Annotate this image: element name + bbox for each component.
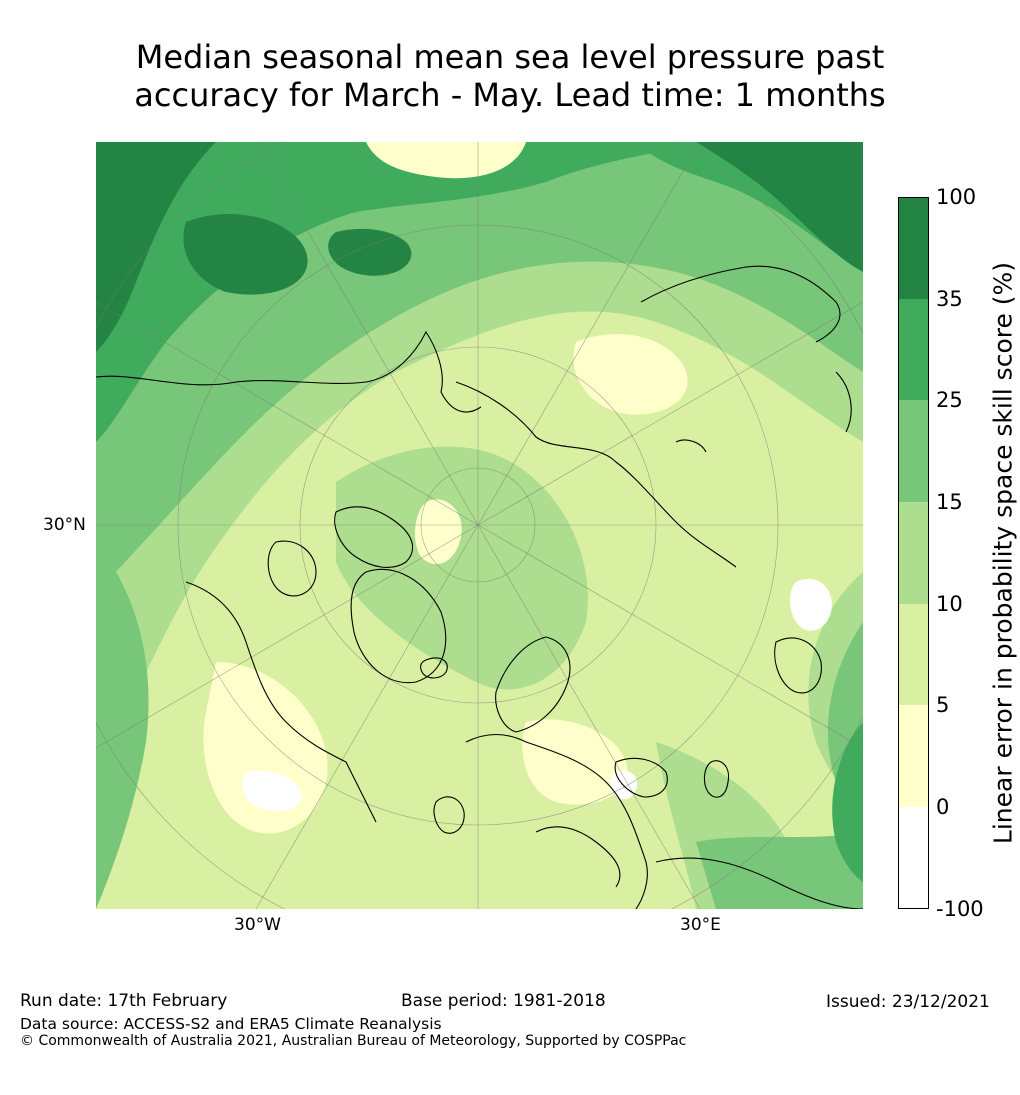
colorbar-tick-100: 100 (936, 185, 977, 209)
skill-region-15-25-west (96, 542, 149, 909)
coastlines (96, 265, 863, 909)
data-source: Data source: ACCESS-S2 and ERA5 Climate … (20, 1015, 442, 1033)
copyright: © Commonwealth of Australia 2021, Austra… (20, 1033, 687, 1049)
skill-region-35-100-ne (696, 142, 863, 272)
skill-region-35-100-mid (328, 228, 412, 276)
colorbar-bin-15-25 (898, 400, 929, 502)
map-title-line-1: Median seasonal mean sea level pressure … (135, 38, 885, 76)
map-title-line-2: accuracy for March - May. Lead time: 1 m… (134, 76, 886, 114)
skill-score-map (96, 142, 863, 909)
graticule (96, 142, 863, 909)
base-period: Base period: 1981-2018 (401, 991, 606, 1011)
colorbar-bin-5-10 (898, 604, 929, 705)
skill-region-0-5-south (522, 719, 628, 805)
colorbar-bin-25-35 (898, 299, 929, 400)
skill-region-35-100-north (183, 213, 308, 295)
skill-region-25-35-e (832, 722, 863, 882)
colorbar-tick-0: 0 (936, 795, 950, 819)
skill-region-15-25-southeast (696, 832, 863, 909)
colorbar-bin-neg100-0 (898, 807, 929, 909)
run-date: Run date: 17th February (20, 991, 228, 1011)
colorbar (898, 197, 929, 909)
colorbar-bin-10-15 (898, 502, 929, 604)
colorbar-tick-10: 10 (936, 592, 963, 616)
skill-region-35-100-nw (96, 142, 216, 352)
skill-region-10-15-atlantic (336, 446, 588, 690)
skill-region-0-5-greenland (414, 499, 462, 565)
colorbar-tick-25: 25 (936, 388, 963, 412)
lon-label-30w: 30°W (234, 915, 281, 935)
colorbar-tick-neg100: -100 (936, 897, 984, 921)
skill-region-0-5-siberia (573, 333, 688, 415)
colorbar-bin-35-100 (898, 197, 929, 299)
colorbar-label: Linear error in probability space skill … (988, 261, 1018, 845)
colorbar-tick-15: 15 (936, 490, 963, 514)
skill-region-0-5-north (366, 142, 526, 179)
skill-region-negative-atlantic (242, 770, 302, 812)
lat-label-30n: 30°N (43, 515, 86, 535)
colorbar-tick-5: 5 (936, 693, 950, 717)
colorbar-bin-0-5 (898, 705, 929, 807)
map-title: Median seasonal mean sea level pressure … (0, 38, 1020, 114)
colorbar-tick-35: 35 (936, 287, 963, 311)
issued-date: Issued: 23/12/2021 (826, 992, 990, 1012)
skill-region-negative-asia (790, 578, 832, 631)
lon-label-30e: 30°E (680, 915, 721, 935)
